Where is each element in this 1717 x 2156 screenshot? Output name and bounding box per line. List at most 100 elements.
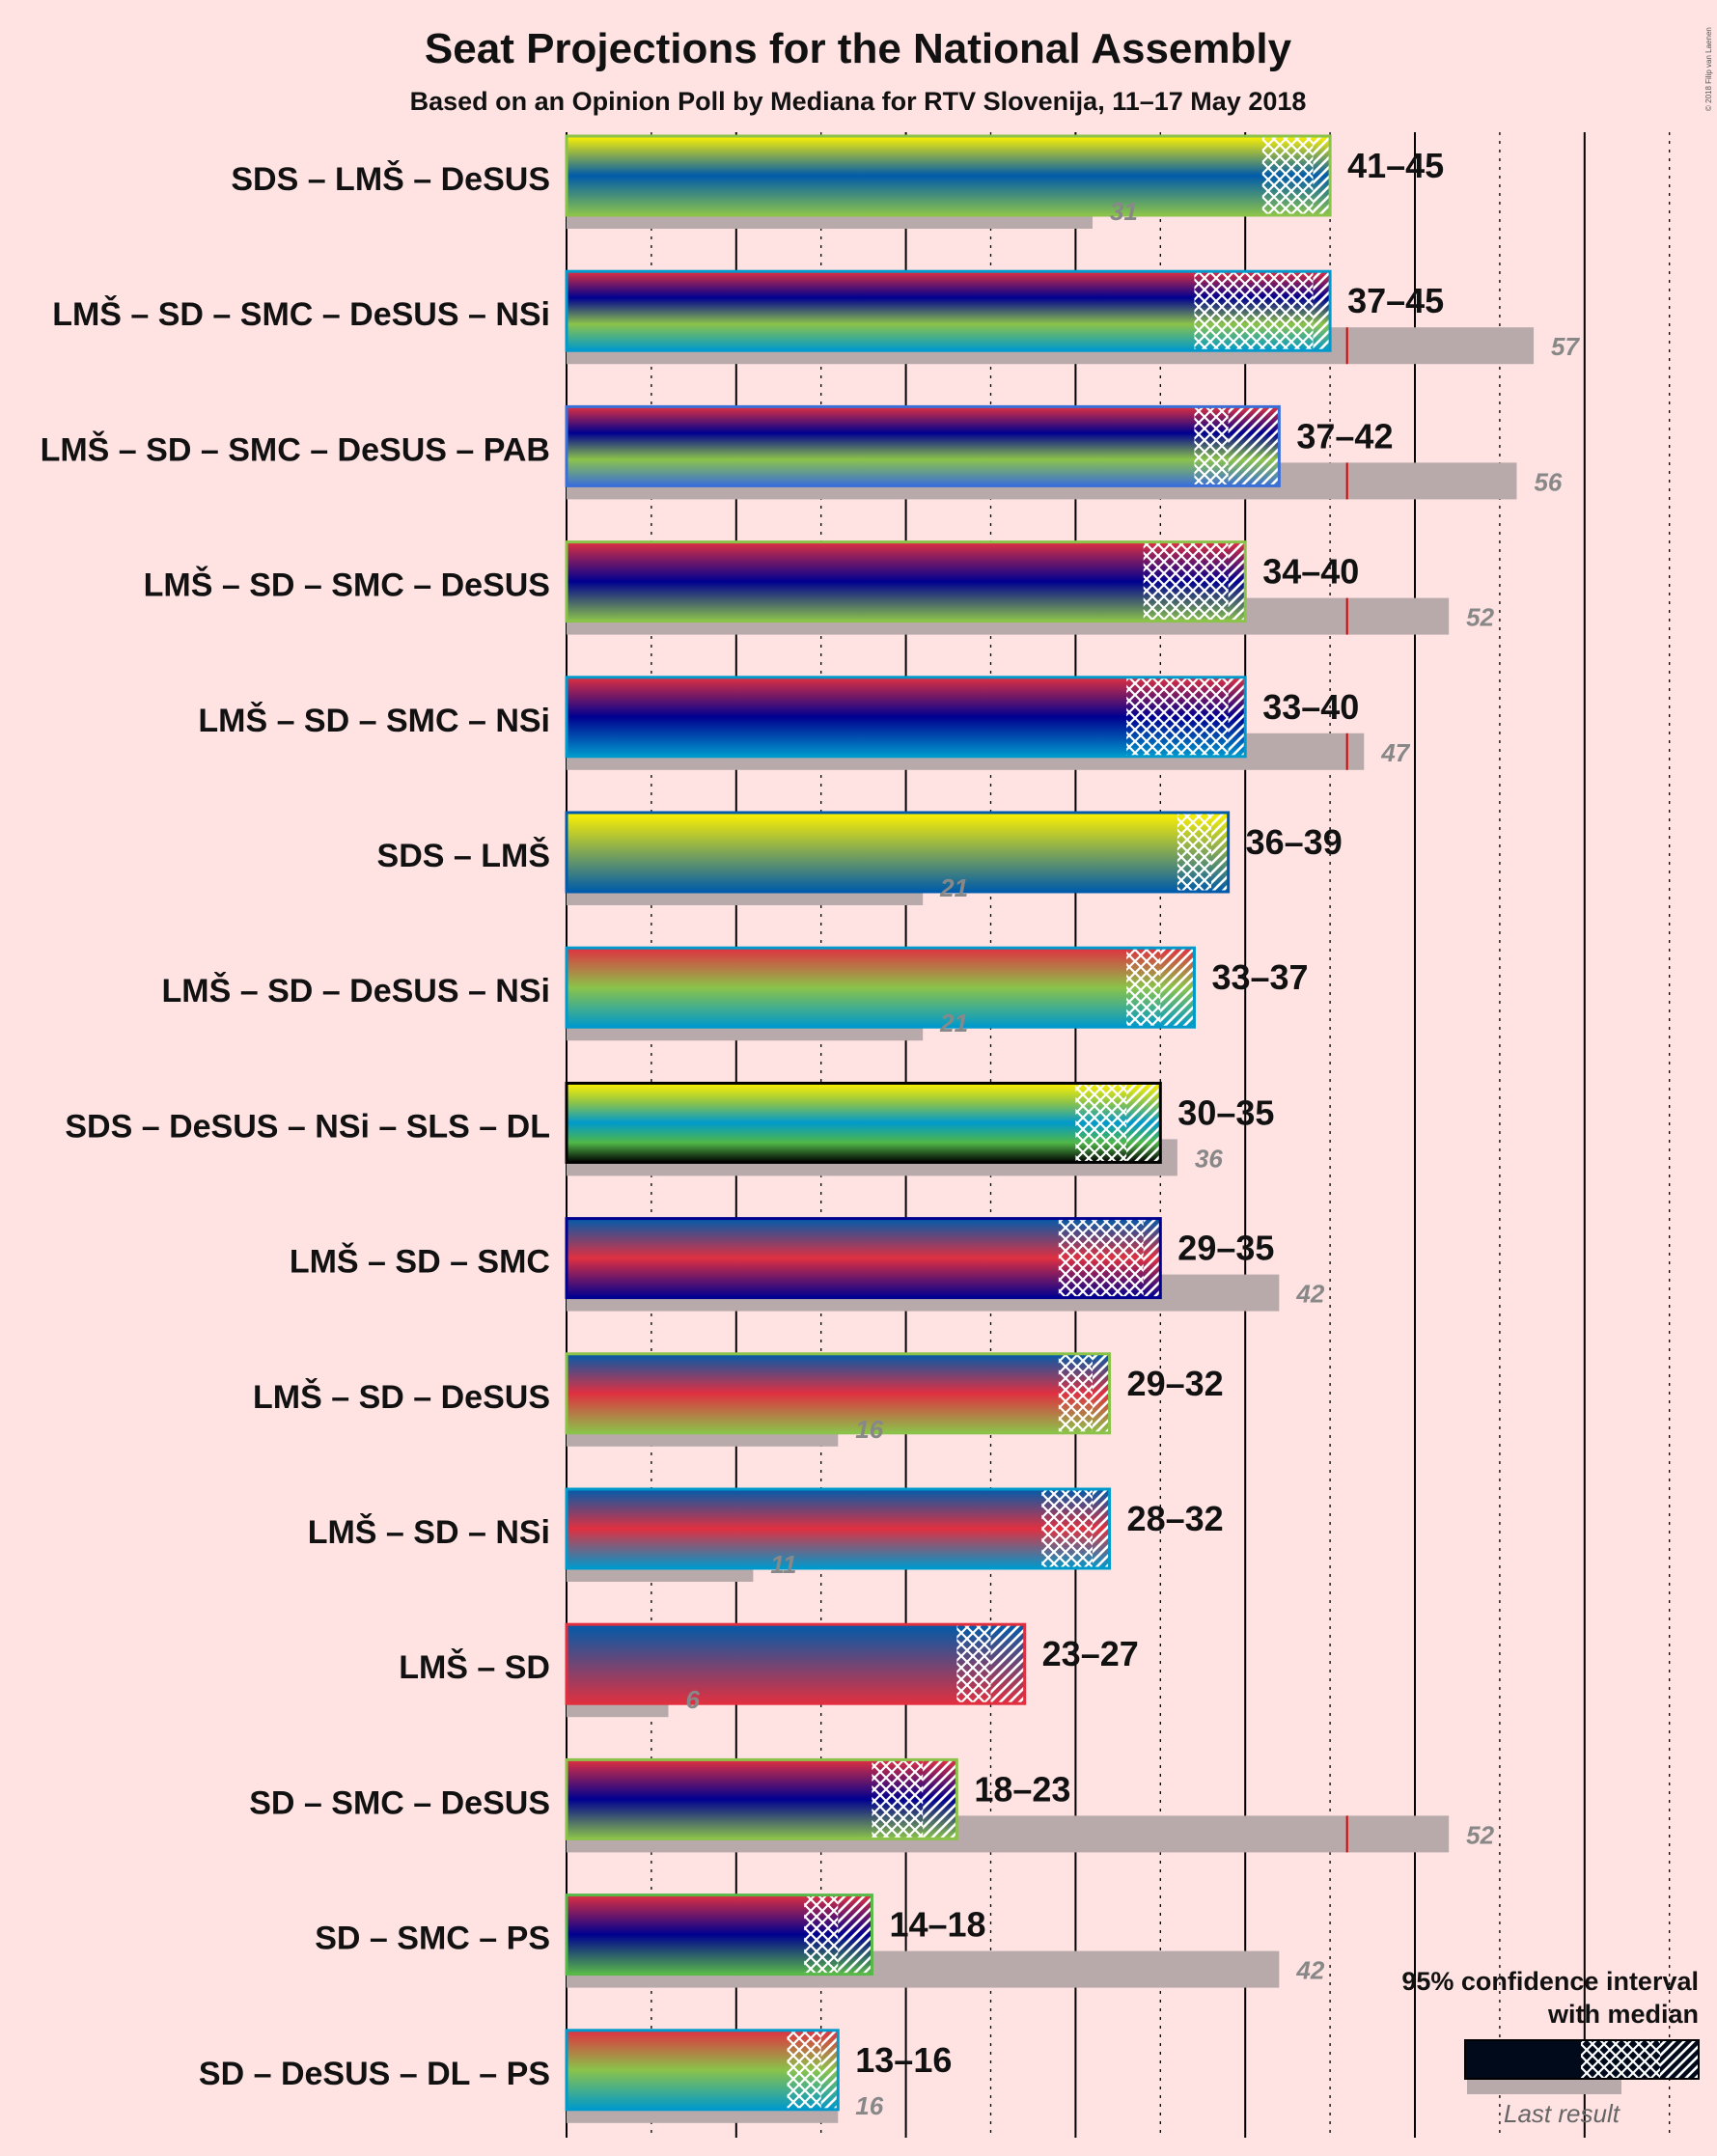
coalition-row: LMŠ – SD – SMC – NSi 33–40 47 (198, 676, 1411, 770)
range-label: 29–32 (1127, 1364, 1224, 1403)
last-result-label: 42 (1295, 1280, 1324, 1309)
last-result-label: 31 (1110, 197, 1138, 226)
coalition-row: LMŠ – SD – DeSUS 29–32 16 (253, 1352, 1224, 1447)
legend-bar-diaghatch-overlay (1660, 2040, 1699, 2079)
ci-median-to-upper (1228, 406, 1280, 486)
projection-bar-outline (565, 269, 1332, 352)
legend: 95% confidence interval with median Last… (1401, 1967, 1700, 2128)
ci-lower-to-median (872, 1759, 924, 1839)
projection-bar-outline (565, 1893, 873, 1976)
ci-median-to-upper (990, 1624, 1025, 1704)
coalition-row: SD – SMC – DeSUS 18–23 52 (249, 1757, 1495, 1853)
last-result-label: 16 (855, 1415, 883, 1444)
ci-lower-to-median (1126, 948, 1161, 1028)
last-result-label: 42 (1295, 1956, 1324, 1985)
coalition-row: LMŠ – SD – SMC – DeSUS – NSi 37–45 57 (52, 269, 1581, 365)
legend-title-line2: with median (1547, 2000, 1699, 2029)
ci-lower-to-median (1058, 1353, 1093, 1433)
projection-bar-outline (565, 946, 1196, 1029)
projection-bar (567, 1353, 1110, 1433)
projection-bar-outline (565, 1352, 1112, 1435)
last-result-label: 16 (855, 2091, 883, 2120)
projection-bar-outline (565, 1487, 1112, 1570)
last-result-label: 52 (1466, 603, 1494, 632)
coalition-label: LMŠ – SD – DeSUS – NSi (162, 972, 550, 1009)
last-result-label: 52 (1466, 1820, 1494, 1849)
coalition-label: SDS – LMŠ – DeSUS (231, 160, 550, 198)
range-label: 37–42 (1296, 416, 1393, 456)
ci-lower-to-median (787, 2030, 821, 2110)
coalition-row: SD – SMC – PS 14–18 42 (315, 1893, 1325, 1988)
projection-bar-outline (565, 2029, 840, 2112)
last-result-label: 21 (939, 1009, 968, 1037)
ci-lower-to-median (804, 1894, 839, 1975)
legend-bar-outline (1464, 2039, 1700, 2080)
ci-lower-to-median (1194, 271, 1314, 351)
ci-lower-to-median (956, 1624, 991, 1704)
coalition-row: LMŠ – SD – SMC – DeSUS – PAB 37–42 56 (41, 404, 1563, 500)
coalition-label: SD – SMC – DeSUS (249, 1784, 550, 1821)
range-label: 18–23 (974, 1769, 1070, 1809)
range-label: 33–37 (1211, 957, 1308, 997)
coalition-row: LMŠ – SD – SMC 29–35 42 (290, 1217, 1325, 1312)
ci-lower-to-median (1126, 677, 1229, 757)
legend-last-result-label: Last result (1504, 2099, 1621, 2128)
ci-lower-to-median (1194, 406, 1229, 486)
range-label: 33–40 (1262, 687, 1359, 727)
coalition-row: LMŠ – SD – DeSUS – NSi 33–37 21 (162, 946, 1309, 1041)
projection-bar-outline (565, 540, 1247, 623)
projection-bar-outline (565, 1217, 1162, 1300)
chart-title: Seat Projections for the National Assemb… (425, 25, 1292, 72)
ci-median-to-upper (838, 1894, 872, 1975)
coalition-label: LMŠ – SD – DeSUS (253, 1378, 550, 1416)
projection-bar (567, 813, 1229, 892)
ci-median-to-upper (1228, 541, 1246, 622)
coalition-row: LMŠ – SD – NSi 28–32 11 (308, 1487, 1224, 1582)
ci-median-to-upper (1211, 813, 1229, 892)
coalition-label: SDS – DeSUS – NSi – SLS – DL (65, 1108, 550, 1145)
last-result-label: 11 (770, 1550, 796, 1579)
last-result-label: 57 (1551, 332, 1580, 361)
range-label: 29–35 (1177, 1229, 1274, 1268)
coalition-label: LMŠ – SD – NSi (308, 1513, 550, 1551)
projection-bar-outline (565, 1081, 1162, 1164)
range-label: 14–18 (889, 1905, 985, 1945)
ci-lower-to-median (1143, 541, 1229, 622)
projection-bar (567, 1489, 1110, 1568)
last-result-label: 56 (1534, 467, 1562, 496)
ci-lower-to-median (1075, 1083, 1127, 1163)
coalition-row: SD – DeSUS – DL – PS 13–16 16 (199, 2029, 952, 2123)
range-label: 37–45 (1347, 281, 1444, 320)
coalition-label: SDS – LMŠ (377, 837, 550, 874)
projection-bar-outline (565, 1622, 1027, 1705)
ci-lower-to-median (1177, 813, 1212, 892)
ci-median-to-upper (820, 2030, 839, 2110)
coalition-rows: SDS – LMŠ – DeSUS 41–45 31 LMŠ – SD – SMC –… (41, 134, 1581, 2123)
projection-bar (567, 541, 1246, 622)
ci-median-to-upper (1092, 1353, 1110, 1433)
range-label: 13–16 (855, 2040, 952, 2080)
last-result-label: 36 (1195, 1144, 1223, 1173)
chart-subtitle: Based on an Opinion Poll by Mediana for … (410, 87, 1307, 116)
projection-bar (567, 1624, 1025, 1704)
range-label: 41–45 (1347, 146, 1444, 185)
ci-median-to-upper (1313, 136, 1331, 215)
coalition-label: LMŠ – SD – SMC – DeSUS – PAB (41, 430, 550, 468)
ci-median-to-upper (1126, 1083, 1161, 1163)
ci-median-to-upper (1228, 677, 1246, 757)
projection-bar-outline (565, 676, 1247, 759)
coalition-row: LMŠ – SD 23–27 6 (399, 1622, 1139, 1718)
ci-lower-to-median (1058, 1218, 1144, 1298)
coalition-label: LMŠ – SD – SMC – NSi (198, 702, 550, 739)
copyright-note: © 2018 Filip van Laenen (1704, 27, 1713, 111)
ci-median-to-upper (1313, 271, 1331, 351)
range-label: 28–32 (1127, 1499, 1224, 1538)
coalition-label: SD – SMC – PS (315, 1921, 550, 1957)
range-label: 30–35 (1177, 1092, 1274, 1132)
ci-lower-to-median (1261, 136, 1314, 215)
projection-bar (567, 406, 1280, 486)
last-result-label: 47 (1380, 738, 1410, 767)
projection-bar-outline (565, 404, 1281, 487)
last-result-label: 21 (939, 873, 968, 902)
